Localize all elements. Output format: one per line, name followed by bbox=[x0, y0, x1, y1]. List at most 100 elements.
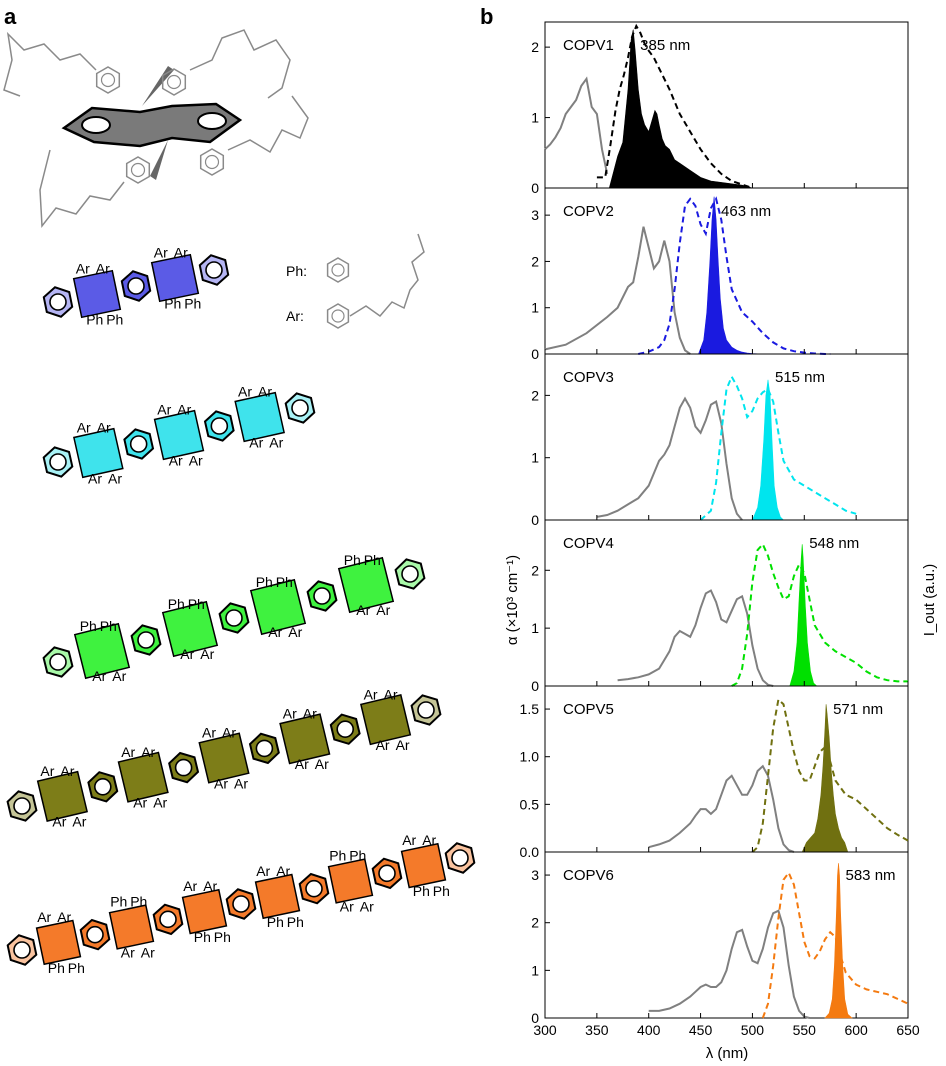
bridge-substituent-label: Ar bbox=[258, 384, 272, 400]
series-name-label: COPV4 bbox=[563, 535, 614, 552]
bridge-substituent-label: Ph bbox=[100, 618, 117, 634]
bridge-substituent-label: Ar bbox=[92, 668, 106, 684]
x-tick-label: 300 bbox=[533, 1022, 557, 1038]
bridge-substituent-label: Ar bbox=[288, 624, 302, 640]
copv1-alkyl-chain bbox=[3, 31, 97, 97]
copv1-alkyl-chain bbox=[227, 95, 309, 154]
benzene-ring-inner bbox=[232, 895, 250, 913]
bridge-substituent-label: Ph bbox=[48, 960, 65, 976]
gain-dashed-line bbox=[699, 374, 857, 521]
bridge-substituent-label: Ph bbox=[86, 312, 103, 328]
copv1-aryl-ring-inner bbox=[166, 74, 182, 90]
bridge-substituent-label: Ar bbox=[356, 602, 370, 618]
benzene-ring-inner bbox=[205, 261, 223, 279]
bridge-substituent-label: Ar bbox=[276, 863, 290, 879]
bridge-substituent-label: Ph bbox=[349, 848, 366, 864]
benzene-ring-inner bbox=[174, 758, 193, 777]
panel-b-spectra: 0 1 2 COPV1 385 nm 0 1 2 3 COPV2 463 nm 0 1 2 COPV3 515… bbox=[520, 21, 920, 1038]
bridge-substituent-label: Ar bbox=[157, 402, 171, 418]
benzene-ring-inner bbox=[305, 879, 323, 898]
bridge-substituent-label: Ph bbox=[433, 883, 450, 899]
x-tick-label: 500 bbox=[741, 1022, 765, 1038]
gain-dashed-line bbox=[596, 23, 753, 189]
bridge-substituent-label: Ar bbox=[269, 434, 283, 450]
copv1-aryl-ring-inner bbox=[204, 154, 220, 170]
y-axis-right-title: I_out (a.u.) bbox=[921, 564, 938, 637]
y-tick-label: 2 bbox=[531, 915, 539, 931]
y-tick-label: 1 bbox=[531, 962, 539, 978]
y-tick-label: 3 bbox=[531, 867, 539, 883]
bridge-substituent-label: Ar bbox=[60, 763, 74, 779]
bridge-substituent-label: Ar bbox=[283, 706, 297, 722]
benzene-ring-inner bbox=[137, 631, 155, 649]
peak-wavelength-label: 571 nm bbox=[833, 701, 883, 718]
bridge-substituent-label: Ph bbox=[110, 894, 127, 910]
benzene-ring-inner bbox=[49, 653, 67, 671]
x-tick-label: 450 bbox=[689, 1022, 713, 1038]
bridge-substituent-label: Ar bbox=[340, 898, 354, 914]
bridge-substituent-label: Ph bbox=[267, 914, 284, 930]
y-tick-label: 0.0 bbox=[520, 844, 540, 860]
x-tick-label: 350 bbox=[585, 1022, 609, 1038]
panel-a-label: a bbox=[4, 4, 17, 29]
copv1-alkyl-chain bbox=[189, 29, 291, 99]
spectrum-panel-COPV5: 0.0 0.5 1.0 1.5 COPV5 571 nm bbox=[520, 685, 909, 860]
series-name-label: COPV3 bbox=[563, 369, 614, 386]
gain-dashed-line bbox=[638, 196, 831, 355]
y-tick-label: 0 bbox=[531, 678, 539, 694]
bridge-ring bbox=[181, 888, 228, 935]
bridge-substituent-label: Ar bbox=[402, 832, 416, 848]
benzene-ring-inner bbox=[401, 565, 419, 583]
y-tick-label: 3 bbox=[531, 207, 539, 223]
benzene-ring-inner bbox=[129, 435, 148, 453]
copv1-aryl-ring bbox=[95, 66, 121, 94]
bridge-substituent-label: Ph bbox=[344, 552, 361, 568]
benzene-ring-inner bbox=[13, 941, 31, 959]
bridge-substituent-label: Ar bbox=[121, 944, 135, 960]
bridge-ring bbox=[279, 713, 331, 765]
bridge-substituent-label: Ar bbox=[76, 261, 90, 277]
series-name-label: COPV5 bbox=[563, 701, 614, 718]
bridge-substituent-label: Ar bbox=[268, 624, 282, 640]
spectrum-panel-COPV4: 0 1 2 COPV4 548 nm bbox=[531, 519, 909, 694]
absorption-line bbox=[617, 589, 774, 687]
copv1-ring bbox=[197, 112, 227, 130]
x-tick-label: 650 bbox=[896, 1022, 920, 1038]
copv1-alkyl-chain bbox=[39, 149, 125, 229]
bridge-substituent-label: Ar bbox=[121, 744, 135, 760]
benzene-ring-inner bbox=[49, 453, 67, 471]
gain-dashed-line bbox=[731, 542, 908, 687]
bridge-substituent-label: Ph bbox=[130, 894, 147, 910]
bridge-substituent-label: Ph bbox=[188, 596, 205, 612]
ring-inner bbox=[331, 309, 345, 323]
benzene-ring-inner bbox=[255, 739, 274, 758]
bridge-substituent-label: Ar bbox=[96, 261, 110, 277]
x-tick-label: 400 bbox=[637, 1022, 661, 1038]
copv3-structure: Ar Ar Ar Ar Ar Ar Ar Ar Ar Ar Ar Ar bbox=[42, 384, 316, 486]
bridge-substituent-label: Ar bbox=[303, 706, 317, 722]
bridge-substituent-label: Ar bbox=[422, 832, 436, 848]
spectrum-panel-COPV6: 0 1 2 3 COPV6 583 nm bbox=[531, 851, 909, 1026]
octyl-chain-icon bbox=[349, 233, 425, 318]
bridge-substituent-label: Ar bbox=[315, 756, 329, 772]
copv1-aryl-ring-inner bbox=[100, 72, 116, 88]
bridge-substituent-label: Ar bbox=[57, 909, 71, 925]
bridge-ring bbox=[73, 622, 131, 680]
bridge-ring bbox=[198, 732, 250, 784]
bridge-substituent-label: Ph bbox=[287, 914, 304, 930]
bridge-ring bbox=[36, 770, 89, 823]
benzene-ring-inner bbox=[210, 417, 229, 435]
bridge-substituent-label: Ar bbox=[189, 452, 203, 468]
bridge-substituent-label: Ar bbox=[203, 878, 217, 894]
spectrum-panel-COPV2: 0 1 2 3 COPV2 463 nm bbox=[531, 187, 909, 362]
panel-b-label: b bbox=[480, 4, 493, 29]
spectrum-panel-COPV3: 0 1 2 COPV3 515 nm bbox=[531, 353, 909, 528]
benzene-ring-inner bbox=[159, 910, 177, 929]
bridge-substituent-label: Ar bbox=[249, 434, 263, 450]
bridge-substituent-label: Ar bbox=[364, 686, 378, 702]
series-name-label: COPV2 bbox=[563, 203, 614, 220]
bridge-ring bbox=[153, 409, 205, 461]
bridge-ring bbox=[254, 873, 301, 920]
